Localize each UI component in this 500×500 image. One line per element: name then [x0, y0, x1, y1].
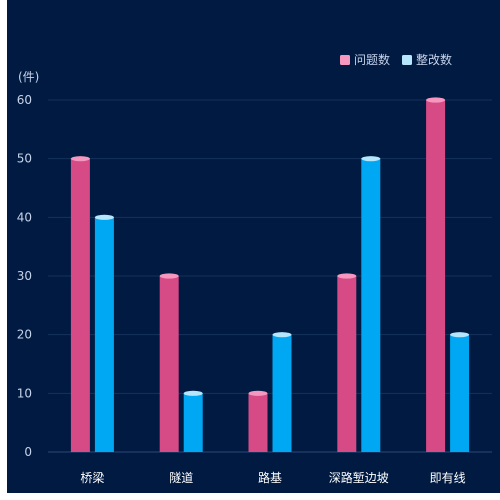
y-axis: 0 10 20 30 40 50 60 [17, 93, 32, 459]
bar [183, 393, 203, 452]
chart-panel: 0 10 20 30 40 50 60 桥梁 隧道 路基 深路堑边坡 即有线 问题数 整改数 (件) [7, 0, 500, 493]
bar [272, 334, 292, 452]
bar [426, 100, 446, 452]
y-tick-label: 30 [17, 269, 32, 283]
x-tick-label: 即有线 [430, 471, 466, 485]
bar-cap [94, 214, 114, 220]
bar [159, 276, 179, 452]
grid-lines [48, 99, 492, 453]
x-tick-label: 桥梁 [80, 470, 104, 485]
bar [450, 334, 470, 452]
y-tick-label: 10 [17, 386, 32, 400]
bar-cap [361, 156, 381, 162]
bar-cap [248, 390, 268, 396]
legend-label[interactable]: 问题数 [354, 52, 390, 67]
x-tick-label: 隧道 [169, 470, 193, 485]
x-axis: 桥梁 隧道 路基 深路堑边坡 即有线 [80, 470, 465, 485]
legend: 问题数 整改数 [340, 52, 452, 67]
bar [70, 158, 90, 452]
bar [248, 393, 268, 452]
y-tick-label: 50 [17, 152, 32, 166]
bars [70, 97, 470, 452]
legend-label[interactable]: 整改数 [416, 52, 452, 67]
bar-cap [426, 97, 446, 103]
bar [361, 158, 381, 452]
bar-cap [450, 332, 470, 338]
bar [337, 276, 357, 452]
bar-chart: 0 10 20 30 40 50 60 桥梁 隧道 路基 深路堑边坡 即有线 问题数 整改数 (件) [17, 52, 492, 485]
bar-cap [272, 332, 292, 338]
y-tick-label: 60 [17, 93, 32, 107]
y-tick-label: 0 [24, 445, 32, 459]
y-tick-label: 40 [17, 210, 32, 224]
y-tick-label: 20 [17, 328, 32, 342]
legend-swatch [340, 55, 350, 65]
y-axis-unit-label: (件) [18, 70, 39, 84]
bar-cap [337, 273, 357, 279]
x-tick-label: 路基 [258, 470, 282, 485]
bar-cap [70, 156, 90, 162]
x-tick-label: 深路堑边坡 [329, 470, 389, 485]
bar-cap [183, 390, 203, 396]
bar [94, 217, 114, 452]
legend-swatch [402, 55, 412, 65]
bar-cap [159, 273, 179, 279]
